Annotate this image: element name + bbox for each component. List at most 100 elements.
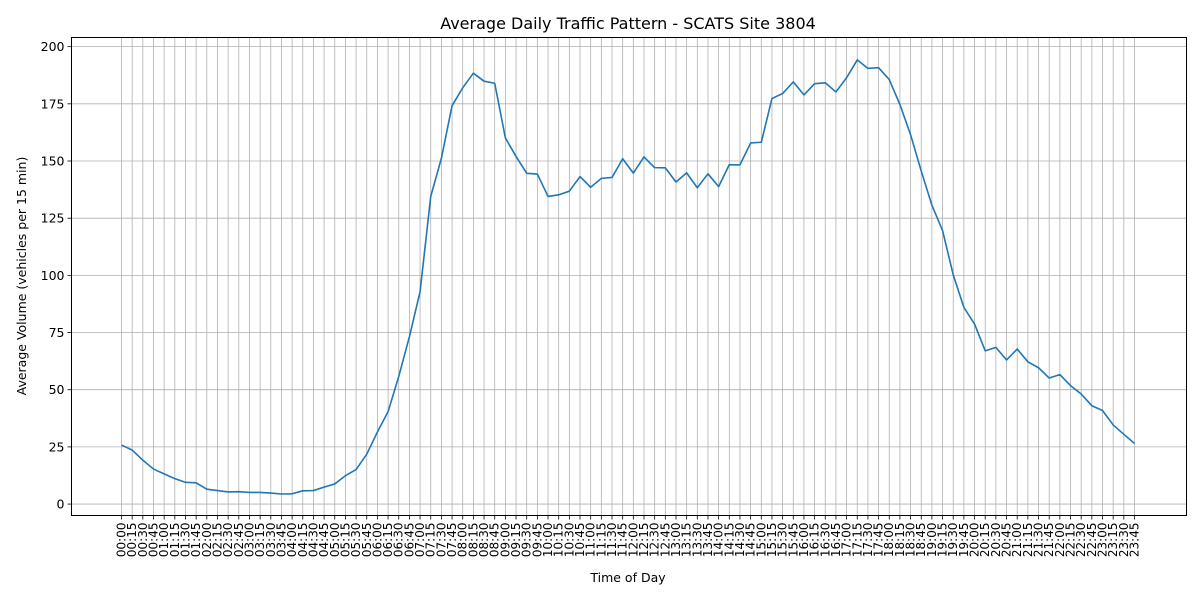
x-tick-label: 20:30 bbox=[989, 523, 1003, 558]
y-tick-label: 75 bbox=[49, 325, 65, 340]
x-tick-label: 08:45 bbox=[488, 523, 502, 558]
x-tick-label: 13:15 bbox=[680, 523, 694, 558]
x-tick-label: 23:30 bbox=[1117, 523, 1131, 558]
x-tick-label: 07:00 bbox=[413, 523, 427, 558]
x-tick-label: 02:15 bbox=[210, 523, 224, 558]
x-tick-label: 08:00 bbox=[456, 523, 470, 558]
x-tick-label: 19:30 bbox=[946, 523, 960, 558]
x-tick-label: 16:30 bbox=[818, 523, 832, 558]
y-axis-label: Average Volume (vehicles per 15 min) bbox=[14, 157, 29, 396]
x-tick-label: 22:45 bbox=[1085, 523, 1099, 558]
x-tick-label: 11:30 bbox=[605, 523, 619, 558]
y-tick-label: 125 bbox=[41, 211, 65, 226]
x-tick-label: 12:30 bbox=[648, 523, 662, 558]
x-tick-label: 11:45 bbox=[616, 523, 630, 558]
x-tick-label: 06:30 bbox=[392, 523, 406, 558]
x-tick-label: 15:30 bbox=[776, 523, 790, 558]
x-tick-label: 00:15 bbox=[125, 523, 139, 558]
x-tick-label: 07:15 bbox=[424, 523, 438, 558]
x-tick-label: 13:00 bbox=[669, 523, 683, 558]
y-tick-label: 0 bbox=[57, 497, 65, 512]
plot-frame bbox=[71, 37, 1187, 516]
x-tick-label: 14:15 bbox=[722, 523, 736, 558]
x-tick-label: 11:15 bbox=[594, 523, 608, 558]
x-tick-label: 18:00 bbox=[882, 523, 896, 558]
x-tick-label: 01:00 bbox=[157, 523, 171, 558]
x-tick-label: 19:00 bbox=[925, 523, 939, 558]
x-tick-label: 00:45 bbox=[146, 523, 160, 558]
y-tick-label: 25 bbox=[49, 439, 65, 454]
x-tick-label: 18:45 bbox=[914, 523, 928, 558]
x-tick-label: 15:45 bbox=[786, 523, 800, 558]
x-tick-label: 06:45 bbox=[402, 523, 416, 558]
x-tick-label: 02:00 bbox=[200, 523, 214, 558]
x-tick-label: 07:45 bbox=[445, 523, 459, 558]
x-tick-label: 22:00 bbox=[1053, 523, 1067, 558]
x-tick-label: 10:00 bbox=[541, 523, 555, 558]
x-tick-label: 11:00 bbox=[584, 523, 598, 558]
x-tick-label: 12:15 bbox=[637, 523, 651, 558]
x-tick-label: 17:00 bbox=[840, 523, 854, 558]
x-tick-label: 23:15 bbox=[1106, 523, 1120, 558]
x-axis: 00:0000:1500:3000:4501:0001:1501:3001:45… bbox=[115, 515, 1142, 558]
x-tick-label: 22:15 bbox=[1064, 523, 1078, 558]
x-tick-label: 12:45 bbox=[658, 523, 672, 558]
x-tick-label: 13:45 bbox=[701, 523, 715, 558]
x-tick-label: 20:15 bbox=[978, 523, 992, 558]
x-tick-label: 14:00 bbox=[712, 523, 726, 558]
x-tick-label: 21:45 bbox=[1042, 523, 1056, 558]
y-tick-label: 50 bbox=[49, 382, 65, 397]
y-tick-label: 150 bbox=[41, 154, 65, 169]
x-tick-label: 13:30 bbox=[690, 523, 704, 558]
x-tick-label: 21:15 bbox=[1021, 523, 1035, 558]
y-tick-label: 200 bbox=[41, 39, 65, 54]
x-tick-label: 14:30 bbox=[733, 523, 747, 558]
x-tick-label: 23:00 bbox=[1096, 523, 1110, 558]
x-tick-label: 02:45 bbox=[232, 523, 246, 558]
x-tick-label: 16:45 bbox=[829, 523, 843, 558]
x-axis-label: Time of Day bbox=[589, 570, 666, 585]
x-tick-label: 15:00 bbox=[754, 523, 768, 558]
x-tick-label: 17:15 bbox=[850, 523, 864, 558]
x-tick-label: 08:30 bbox=[477, 523, 491, 558]
x-tick-label: 09:00 bbox=[498, 523, 512, 558]
x-tick-label: 20:45 bbox=[1000, 523, 1014, 558]
x-tick-label: 05:30 bbox=[349, 523, 363, 558]
x-tick-label: 17:30 bbox=[861, 523, 875, 558]
x-tick-label: 06:15 bbox=[381, 523, 395, 558]
grid bbox=[71, 37, 1187, 516]
x-tick-label: 04:45 bbox=[317, 523, 331, 558]
x-tick-label: 10:45 bbox=[573, 523, 587, 558]
x-tick-label: 02:30 bbox=[221, 523, 235, 558]
x-tick-label: 00:00 bbox=[115, 523, 129, 558]
x-tick-label: 18:30 bbox=[904, 523, 918, 558]
x-tick-label: 05:15 bbox=[338, 523, 352, 558]
x-tick-label: 05:45 bbox=[360, 523, 374, 558]
x-tick-label: 19:45 bbox=[957, 523, 971, 558]
x-tick-label: 21:30 bbox=[1032, 523, 1046, 558]
series-line bbox=[121, 59, 1136, 495]
x-tick-label: 08:15 bbox=[466, 523, 480, 558]
x-tick-label: 09:15 bbox=[509, 523, 523, 558]
y-tick-label: 100 bbox=[41, 268, 65, 283]
x-tick-label: 16:00 bbox=[797, 523, 811, 558]
x-tick-label: 09:45 bbox=[530, 523, 544, 558]
x-tick-label: 03:45 bbox=[274, 523, 288, 558]
x-tick-label: 04:00 bbox=[285, 523, 299, 558]
x-tick-label: 03:30 bbox=[264, 523, 278, 558]
x-tick-label: 23:45 bbox=[1128, 523, 1142, 558]
x-tick-label: 00:30 bbox=[136, 523, 150, 558]
x-tick-label: 03:00 bbox=[242, 523, 256, 558]
x-tick-label: 12:00 bbox=[626, 523, 640, 558]
chart-title: Average Daily Traffic Pattern - SCATS Si… bbox=[440, 14, 816, 33]
x-tick-label: 01:45 bbox=[189, 523, 203, 558]
x-tick-label: 04:30 bbox=[306, 523, 320, 558]
x-tick-label: 17:45 bbox=[872, 523, 886, 558]
x-tick-label: 01:30 bbox=[178, 523, 192, 558]
x-tick-label: 21:00 bbox=[1010, 523, 1024, 558]
x-tick-label: 19:15 bbox=[936, 523, 950, 558]
y-tick-label: 175 bbox=[41, 96, 65, 111]
x-tick-label: 14:45 bbox=[744, 523, 758, 558]
x-tick-label: 20:00 bbox=[968, 523, 982, 558]
